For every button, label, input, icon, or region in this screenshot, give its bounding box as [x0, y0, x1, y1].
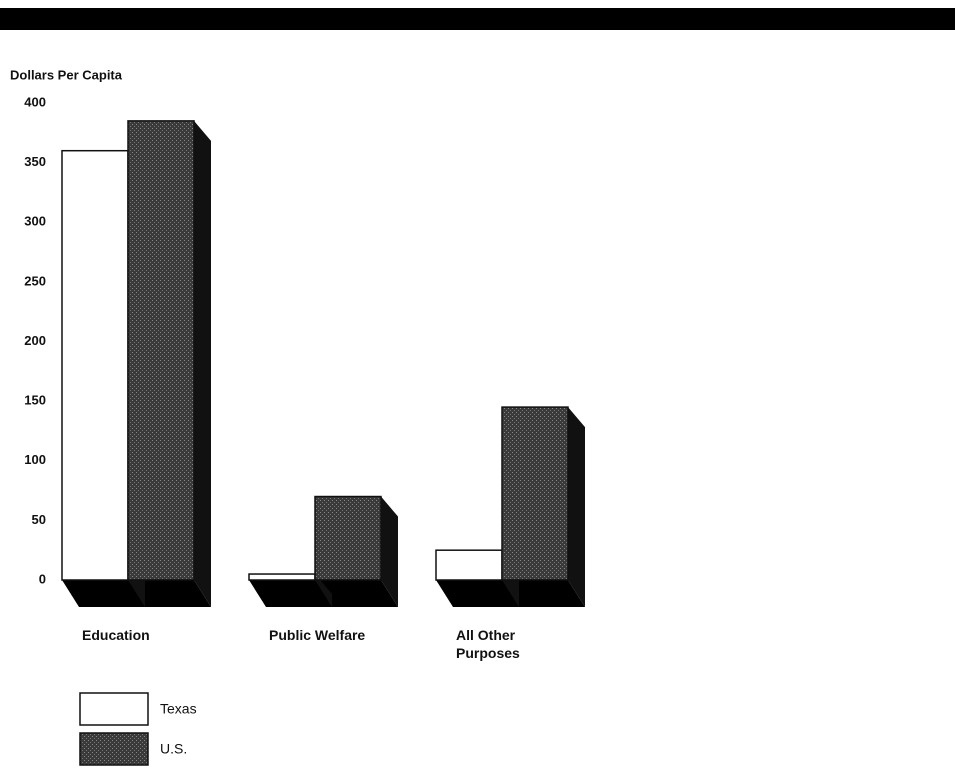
bar: [314, 495, 382, 581]
x-tick-label: Public Welfare: [269, 627, 366, 643]
header-band: [0, 8, 955, 30]
legend-swatch: [79, 692, 149, 726]
bar: [127, 120, 195, 581]
y-tick-label: 100: [24, 452, 46, 467]
y-tick-label: 50: [32, 512, 46, 527]
legend-label: Texas: [160, 701, 197, 717]
y-tick-label: 200: [24, 333, 46, 348]
bar: [248, 573, 316, 581]
bar-side: [568, 407, 585, 607]
bar-side: [381, 496, 398, 607]
y-tick-label: 400: [24, 94, 46, 109]
bar: [61, 149, 129, 581]
x-tick-label: Education: [82, 627, 150, 643]
y-tick-label: 300: [24, 214, 46, 229]
bar-side: [315, 574, 332, 607]
x-tick-label: All Other Purposes: [456, 627, 520, 661]
bar: [435, 549, 503, 581]
y-axis-title: Dollars Per Capita: [10, 67, 123, 82]
y-tick-label: 350: [24, 154, 46, 169]
y-tick-label: 250: [24, 273, 46, 288]
bar: [501, 406, 569, 581]
y-tick-label: 150: [24, 393, 46, 408]
legend-swatch: [79, 732, 149, 766]
legend-label: U.S.: [160, 741, 187, 757]
y-tick-label: 0: [39, 571, 46, 586]
bar-side: [194, 120, 211, 607]
